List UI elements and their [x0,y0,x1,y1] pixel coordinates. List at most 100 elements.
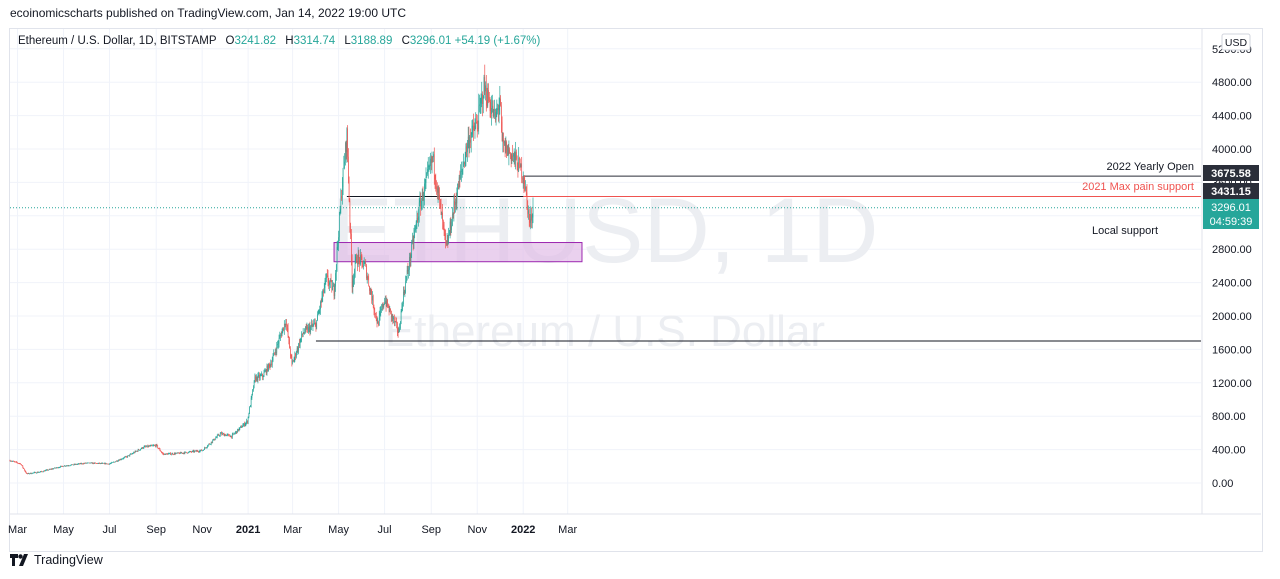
candle [488,92,490,103]
candle [315,322,317,332]
candle-body [97,463,99,465]
candle-body [250,397,252,406]
candle-body [40,471,42,473]
candle [366,263,367,281]
candle-body [131,453,132,455]
candle [442,203,443,230]
candle [169,453,171,454]
candle [375,312,376,319]
candle-body [329,282,330,285]
candle [402,301,403,312]
candle [415,220,417,233]
candle-body [354,271,355,279]
candle [494,99,495,119]
candle-body [385,301,387,307]
candle-body [79,463,81,465]
candle [260,373,262,377]
candle [369,285,370,295]
candle-body [267,365,269,371]
candle-body [375,313,376,315]
candle-body [106,463,107,465]
annotation-labels: 2022 Yearly Open 2021 Max pain support L… [1082,161,1194,237]
candle-body [405,281,406,292]
candle-body [53,468,55,470]
candle [103,462,104,464]
candle [356,253,358,264]
candle [300,338,302,343]
candle [528,208,530,227]
candle [106,463,107,465]
candle-body [135,451,137,452]
candle-body [323,289,324,293]
candle [271,360,272,367]
candle [485,75,487,112]
candle-body [56,467,58,469]
candle-body [131,453,133,455]
candle-body [268,363,269,371]
candle [70,464,72,466]
candle [273,349,275,357]
candle [75,463,77,465]
candle [351,228,352,266]
currency-button[interactable] [1221,33,1251,51]
candle-body [120,459,122,461]
candle-body [297,348,299,351]
symbol-name[interactable]: Ethereum / U.S. Dollar, 1D, BITSTAMP [18,35,217,47]
candle [13,460,15,462]
candle [240,425,241,428]
candle [39,471,41,473]
candle [89,462,91,464]
candle [67,464,69,467]
candle-body [447,240,449,244]
candle-body [507,145,508,156]
candle [91,462,93,464]
candle [146,445,147,448]
candle-body [236,431,238,433]
candle-body [363,262,365,266]
candle-body [452,214,453,226]
tradingview-brand[interactable]: TradingView [10,553,103,567]
candle [523,175,525,194]
candle [470,132,472,153]
candle [51,468,52,470]
candle [149,444,151,447]
candle [482,91,483,117]
candle [277,340,278,349]
candle-body [469,139,470,149]
candle-body [67,465,69,467]
candle-body [213,438,214,441]
candle [407,263,409,275]
candle-body [358,254,360,258]
candle [371,289,373,304]
candle-body [428,166,430,167]
candle [501,116,503,142]
candle [147,444,149,449]
candle-body [225,434,226,436]
candle-body [325,278,327,281]
candle-body [59,467,61,469]
candle-body [421,192,423,202]
candle-body [18,463,20,465]
candle-body [264,371,266,373]
candle-body [213,438,215,441]
candle-body [360,255,362,257]
candle [515,141,517,170]
candle-body [68,465,70,467]
candle [112,462,113,463]
candle-body [288,336,290,340]
candle [236,431,238,434]
y-tick-label: 4800.00 [1212,77,1252,89]
candle-body [262,376,264,378]
candle-body [125,456,126,458]
candle-body [326,274,328,276]
candle-body [117,460,119,462]
candle [277,340,279,349]
candle [242,423,244,427]
candle [271,356,273,368]
close-label: C [401,35,410,47]
candle [325,273,327,285]
candle-body [324,280,326,288]
candle-body [91,462,92,464]
candle [452,212,454,219]
